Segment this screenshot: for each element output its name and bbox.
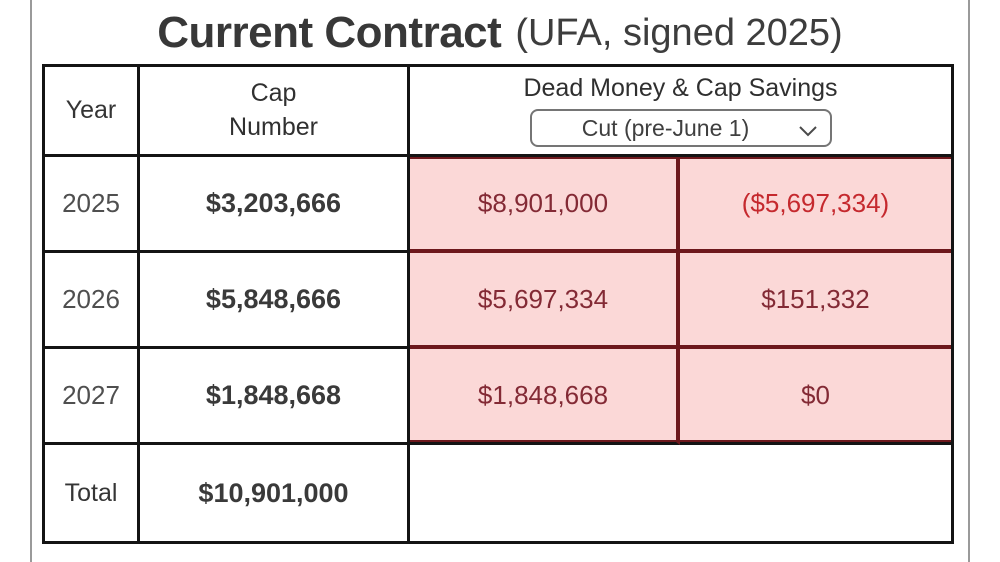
- title-subtitle: (UFA, signed 2025): [515, 11, 843, 54]
- cap-savings-2026: $151,332: [680, 253, 951, 349]
- contract-panel: Current Contract (UFA, signed 2025) Year…: [30, 0, 970, 562]
- chevron-down-icon: [798, 124, 817, 142]
- dead-money-header-label: Dead Money & Cap Savings: [523, 74, 838, 102]
- cap-number-2027: $1,848,668: [140, 349, 410, 445]
- contract-table: Year Cap Number Dead Money & Cap Savings…: [42, 64, 954, 544]
- dead-money-2026: $5,697,334: [410, 253, 680, 349]
- cap-savings-2025: ($5,697,334): [680, 157, 951, 253]
- dead-money-2027: $1,848,668: [410, 349, 680, 445]
- total-cap-number: $10,901,000: [140, 445, 410, 541]
- dead-money-2025: $8,901,000: [410, 157, 680, 253]
- column-header-cap-number: Cap Number: [140, 67, 410, 157]
- total-label: Total: [45, 445, 140, 541]
- year-cell-2025: 2025: [45, 157, 140, 253]
- total-dead-money-empty-cell: [410, 445, 951, 541]
- dropdown-selected-value: Cut (pre-June 1): [581, 114, 750, 141]
- cap-number-2025: $3,203,666: [140, 157, 410, 253]
- column-header-dead-money: Dead Money & Cap Savings Cut (pre-June 1…: [410, 67, 951, 157]
- cap-number-2026: $5,848,666: [140, 253, 410, 349]
- cap-header-line1: Cap: [250, 78, 297, 107]
- column-header-year: Year: [45, 67, 140, 157]
- year-cell-2027: 2027: [45, 349, 140, 445]
- title-main: Current Contract: [157, 8, 502, 57]
- cap-header-line2: Number: [229, 112, 318, 141]
- year-cell-2026: 2026: [45, 253, 140, 349]
- cut-scenario-dropdown[interactable]: Cut (pre-June 1): [529, 109, 832, 147]
- page-title: Current Contract (UFA, signed 2025): [32, 0, 968, 64]
- cap-savings-2027: $0: [680, 349, 951, 445]
